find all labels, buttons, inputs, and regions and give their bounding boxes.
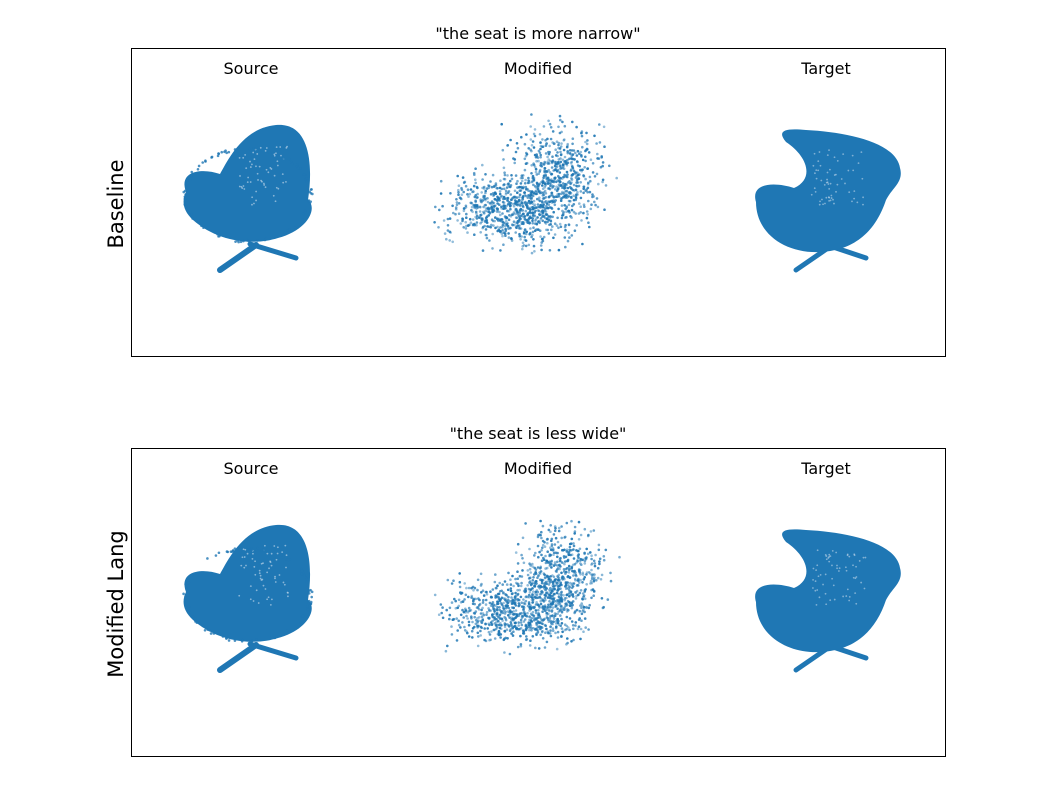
- panel-2-col-source: Source: [223, 459, 279, 478]
- panel-1-modified-cloud: [433, 113, 618, 255]
- panel-2-col-modified: Modified: [503, 459, 573, 478]
- panel-1-source-chair: [182, 124, 314, 273]
- panel-1-title: "the seat is more narrow": [435, 24, 641, 43]
- panel-1-col-target: Target: [801, 59, 851, 78]
- panel-2-col-target: Target: [801, 459, 851, 478]
- panel-1-target-chair: [755, 129, 901, 273]
- panel-1-col-modified: Modified: [503, 59, 573, 78]
- panel-2-title: "the seat is less wide": [449, 424, 627, 443]
- panel-1-row-label: Baseline: [104, 159, 128, 249]
- panel-1-col-source: Source: [223, 59, 279, 78]
- panel-2-row-label: Modified Lang: [104, 530, 128, 678]
- panel-2-target-chair: [755, 529, 901, 673]
- panel-2-modified-cloud: [433, 519, 621, 656]
- panel-2-source-chair: [182, 524, 314, 673]
